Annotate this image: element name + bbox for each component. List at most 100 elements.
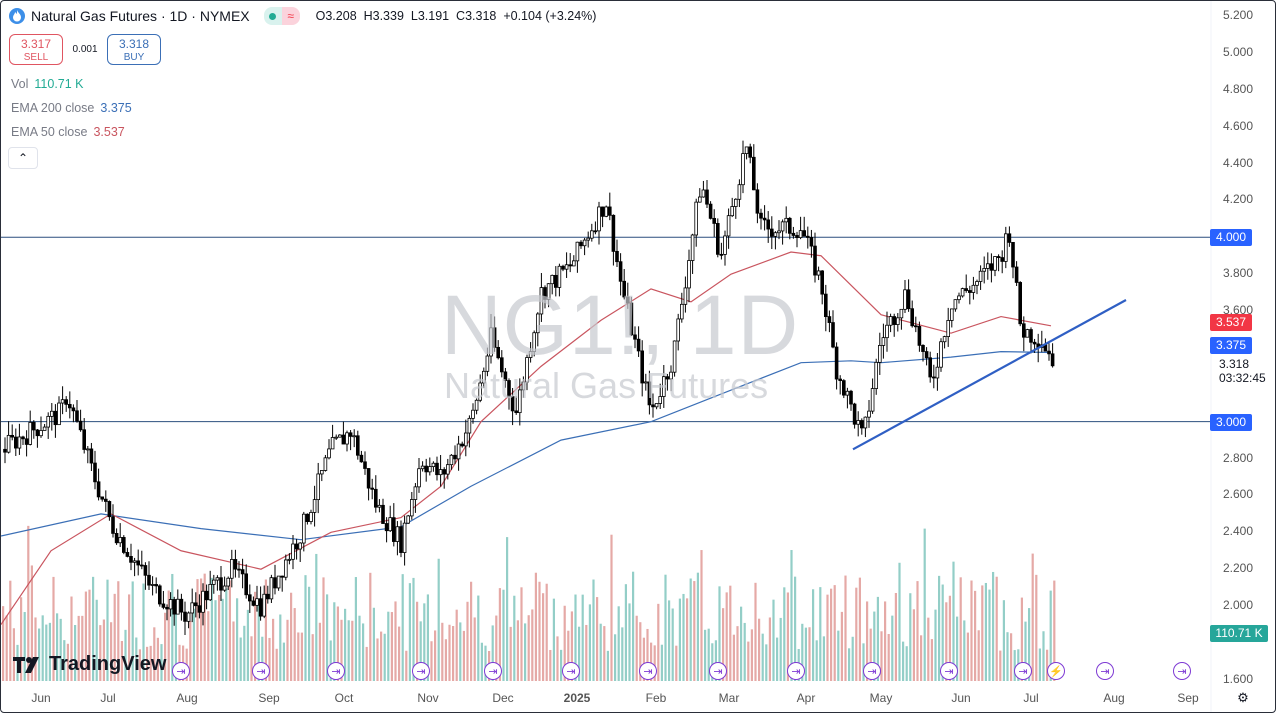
candle-body (1014, 266, 1019, 283)
dividend-event-icon[interactable]: ⇥ (709, 662, 727, 680)
volume-bar (434, 630, 437, 681)
candle-body (427, 466, 432, 473)
volume-bar (156, 637, 159, 681)
volume-bar (1038, 648, 1041, 681)
volume-bar (776, 637, 779, 681)
dividend-event-icon[interactable]: ⇥ (639, 662, 657, 680)
dividend-event-icon[interactable]: ⇥ (1096, 662, 1114, 680)
volume-bar (675, 645, 678, 681)
candle-body (503, 371, 508, 381)
candle-body (593, 230, 598, 233)
volume-bar (585, 624, 588, 681)
volume-bar (365, 646, 368, 681)
volume-bar (707, 628, 710, 681)
dividend-event-icon[interactable]: ⇥ (327, 662, 345, 680)
dividend-event-icon[interactable]: ⇥ (940, 662, 958, 680)
volume-bar (380, 631, 383, 681)
dividend-event-icon[interactable]: ⇥ (1173, 662, 1191, 680)
candle-body (1000, 257, 1004, 262)
candle-body (183, 611, 187, 622)
dividend-event-icon[interactable]: ⇥ (562, 662, 580, 680)
candle-body (579, 241, 583, 247)
price-tick: 4.400 (1222, 155, 1253, 170)
dividend-event-icon[interactable]: ⇥ (172, 662, 190, 680)
volume-bar (718, 586, 721, 681)
volume-bar (567, 630, 570, 681)
volume-bar (992, 571, 995, 681)
candle-body (269, 577, 274, 600)
volume-bar (117, 581, 120, 681)
volume-bar (761, 633, 764, 681)
tradingview-logo[interactable]: TradingView (13, 653, 166, 676)
volume-bar (876, 596, 879, 681)
volume-bar (848, 648, 851, 681)
time-tick: Jun (31, 691, 51, 705)
candle-body (31, 422, 36, 431)
dividend-event-icon[interactable]: ⇥ (252, 662, 270, 680)
volume-bar (531, 609, 534, 681)
ema50-line[interactable] (1, 251, 1052, 625)
dividend-event-icon[interactable]: ⇥ (1014, 662, 1032, 680)
volume-bar (614, 634, 617, 681)
candle-body (618, 261, 623, 282)
candle-body (409, 499, 414, 517)
volume-bar (376, 638, 379, 681)
dividend-event-icon[interactable]: ⇥ (787, 662, 805, 680)
volume-bar (308, 586, 311, 681)
collapse-legend-button[interactable]: ⌃ (8, 147, 38, 169)
candle-body (755, 189, 760, 214)
candle-body (150, 584, 155, 586)
candle-body (550, 274, 554, 285)
candle-body (557, 265, 562, 288)
candle-body (273, 577, 277, 589)
volume-bar (232, 621, 235, 681)
candle-body (229, 559, 234, 579)
symbol-title[interactable]: Natural Gas Futures · 1D · NYMEX (31, 8, 250, 24)
volume-bar (920, 635, 923, 681)
volume-bar (110, 622, 113, 681)
candle-body (935, 366, 940, 379)
settings-gear-icon[interactable]: ⚙ (1237, 690, 1249, 705)
candle-body (946, 320, 950, 337)
candle-body (647, 381, 652, 406)
candle-body (867, 410, 871, 418)
sell-button[interactable]: 3.317 SELL (9, 34, 63, 65)
volume-bar (808, 627, 811, 681)
candle-body (96, 481, 101, 498)
tradingview-icon (13, 656, 39, 673)
trendline[interactable] (852, 299, 1127, 451)
volume-bar (228, 580, 231, 681)
volume-bar (200, 578, 203, 681)
volume-bar (887, 633, 890, 681)
ema50-indicator-legend[interactable]: EMA 50 close 3.537 (11, 125, 125, 139)
volume-bar (189, 620, 192, 681)
volume-indicator-legend[interactable]: Vol 110.71 K (11, 77, 84, 91)
dividend-event-icon[interactable]: ⇥ (412, 662, 430, 680)
volume-bar (844, 575, 847, 681)
volume-bar (804, 627, 807, 681)
market-status-pill[interactable]: ≈ (263, 7, 300, 25)
candle-body (258, 598, 263, 617)
volume-bar (84, 591, 87, 681)
volume-bar (344, 608, 347, 681)
volume-bar (502, 589, 505, 681)
volume-bar (855, 587, 858, 681)
candle-body (60, 399, 65, 404)
volume-bar (372, 607, 375, 681)
dividend-event-icon[interactable]: ⇥ (484, 662, 502, 680)
candle-body (3, 448, 7, 453)
candle-body (240, 569, 245, 575)
candle-body (741, 153, 745, 186)
ema200-line[interactable] (1, 351, 1052, 541)
dividend-event-icon[interactable]: ⇥ (863, 662, 881, 680)
candle-body (608, 206, 612, 216)
candle-body (705, 189, 709, 205)
buy-button[interactable]: 3.318 BUY (107, 34, 161, 65)
volume-bar (959, 577, 962, 681)
volume-bar (941, 584, 944, 681)
earnings-flash-icon[interactable]: ⚡ (1047, 662, 1065, 680)
ema200-indicator-legend[interactable]: EMA 200 close 3.375 (11, 101, 132, 115)
time-tick: Sep (1177, 691, 1199, 705)
volume-bar (480, 642, 483, 681)
